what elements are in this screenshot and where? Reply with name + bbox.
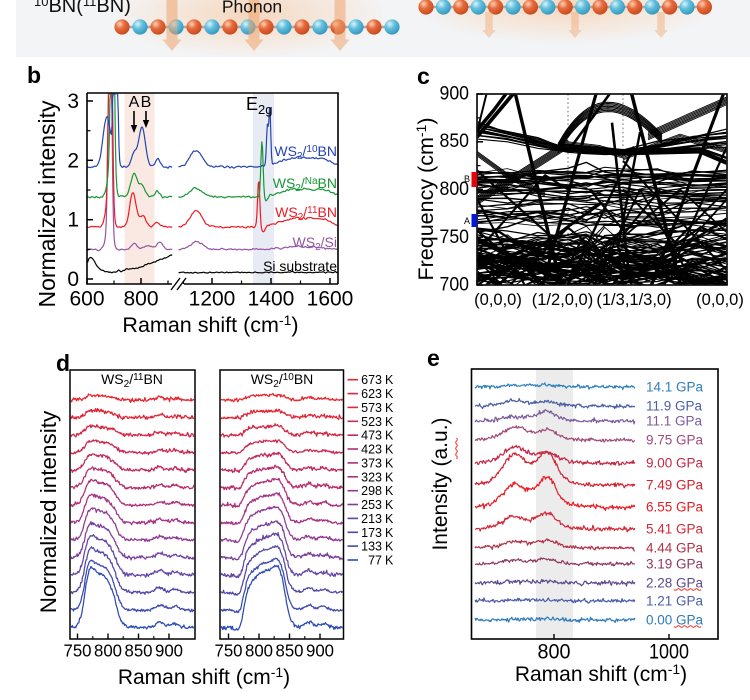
svg-text:K: K [385,415,394,429]
svg-text:B: B [464,174,470,184]
svg-text:WS2/10BN: WS2/10BN [274,143,337,162]
svg-text:A: A [129,94,140,111]
svg-text:4.44 GPa: 4.44 GPa [646,541,704,556]
svg-text:WS2/NaBN: WS2/NaBN [273,175,337,194]
svg-text:1000: 1000 [649,641,689,664]
svg-text:173: 173 [361,526,382,540]
svg-text:K: K [385,554,394,568]
svg-text:Frequency (cm-1): Frequency (cm-1) [413,118,438,281]
svg-text:K: K [385,498,394,512]
svg-text:1600: 1600 [307,288,354,311]
svg-text:K: K [385,484,394,498]
svg-text:K: K [385,373,394,387]
svg-text:2.28 GPa: 2.28 GPa [646,576,704,591]
svg-text:e: e [427,345,440,371]
svg-text:A: A [464,216,470,226]
svg-text:298: 298 [361,484,382,498]
svg-text:Raman shift (cm-1): Raman shift (cm-1) [122,312,298,337]
svg-text:850: 850 [125,641,153,661]
svg-text:b: b [27,62,41,88]
svg-text:K: K [385,512,394,526]
svg-text:7.49 GPa: 7.49 GPa [646,478,704,493]
svg-text:Raman shift (cm-1): Raman shift (cm-1) [118,664,290,689]
svg-text:850: 850 [440,131,470,152]
svg-text:850: 850 [276,641,304,661]
svg-text:WS2/11BN: WS2/11BN [275,204,337,223]
svg-text:d: d [56,350,70,376]
svg-text:14.1 GPa: 14.1 GPa [646,380,704,395]
svg-text:800: 800 [123,288,158,311]
svg-text:5.41 GPa: 5.41 GPa [646,522,704,537]
svg-text:253: 253 [361,498,382,512]
svg-text:WS2/Si: WS2/Si [293,234,337,253]
svg-text:K: K [385,443,394,457]
svg-text:Intensity (a.u.): Intensity (a.u.) [429,417,452,550]
svg-text:323: 323 [361,470,382,484]
svg-text:2: 2 [67,149,79,172]
svg-text:K: K [385,429,394,443]
svg-text:673: 673 [361,373,382,387]
svg-text:700: 700 [440,275,470,296]
svg-text:(1/3,1/3,0): (1/3,1/3,0) [596,291,671,309]
svg-text:77: 77 [368,554,382,568]
svg-text:423: 423 [361,443,382,457]
svg-text:900: 900 [155,641,183,661]
svg-text:800: 800 [440,179,470,200]
svg-text:K: K [385,456,394,470]
svg-text:Si substrate: Si substrate [263,258,337,274]
svg-text:900: 900 [440,84,470,105]
svg-text:6.55 GPa: 6.55 GPa [646,500,704,515]
svg-text:9.00 GPa: 9.00 GPa [646,456,704,471]
svg-text:9.75 GPa: 9.75 GPa [646,433,704,448]
svg-text:1.21 GPa: 1.21 GPa [646,594,704,609]
svg-text:Normalized intensity: Normalized intensity [34,100,60,308]
svg-text:K: K [385,540,394,554]
svg-text:573: 573 [361,401,382,415]
svg-text:1: 1 [67,209,79,232]
svg-text:B: B [141,94,152,111]
svg-text:0: 0 [67,268,79,291]
svg-text:11.9 GPa: 11.9 GPa [646,399,703,414]
svg-text:10BN(11BN): 10BN(11BN) [34,0,131,17]
svg-text:133: 133 [361,540,382,554]
svg-text:3.19 GPa: 3.19 GPa [646,557,704,572]
svg-text:800: 800 [245,641,273,661]
svg-text:900: 900 [306,641,334,661]
svg-text:Phonon: Phonon [222,0,282,17]
svg-text:WS2/10BN: WS2/10BN [251,371,314,390]
svg-text:750: 750 [215,641,243,661]
svg-text:213: 213 [361,512,382,526]
svg-text:623: 623 [361,387,382,401]
svg-text:c: c [417,63,430,89]
svg-text:800: 800 [538,641,571,664]
svg-text:0.00 GPa: 0.00 GPa [646,613,704,628]
svg-text:1400: 1400 [248,288,295,311]
svg-text:Raman shift (cm-1): Raman shift (cm-1) [515,661,687,686]
svg-text:K: K [385,526,394,540]
svg-text:(0,0,0): (0,0,0) [696,291,744,309]
svg-text:WS2/11BN: WS2/11BN [101,371,163,390]
svg-text:800: 800 [94,641,122,661]
svg-text:K: K [385,401,394,415]
svg-text:600: 600 [69,288,104,311]
svg-text:Normalized intensity: Normalized intensity [36,410,61,613]
svg-text:1200: 1200 [189,288,236,311]
svg-text:K: K [385,387,394,401]
svg-text:750: 750 [440,227,470,248]
svg-text:750: 750 [64,641,92,661]
svg-text:(0,0,0): (0,0,0) [474,291,522,309]
svg-text:373: 373 [361,456,382,470]
svg-text:523: 523 [361,415,382,429]
svg-text:473: 473 [361,429,382,443]
svg-text:3: 3 [67,90,79,113]
svg-text:11.1 GPa: 11.1 GPa [646,414,703,429]
svg-text:(1/2,0,0): (1/2,0,0) [532,291,593,309]
svg-text:K: K [385,470,394,484]
